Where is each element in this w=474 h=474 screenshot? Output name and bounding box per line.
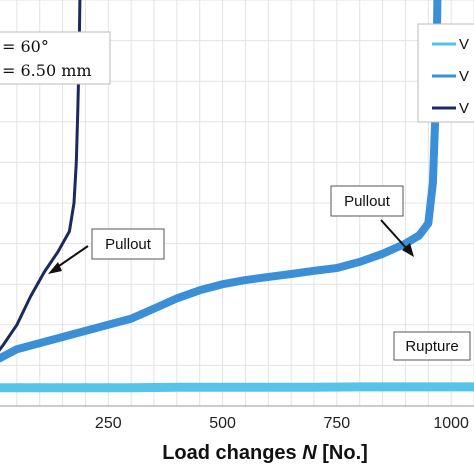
- annotation-text: Pullout: [105, 236, 152, 253]
- series-line: [0, 0, 82, 352]
- annotation-arrow: [55, 245, 89, 269]
- x-axis-label-suffix: [No.]: [317, 442, 368, 464]
- annotation-pullout-right: Pullout: [330, 185, 414, 257]
- annotation-arrowhead: [402, 243, 414, 257]
- parameter-box: [0, 31, 111, 85]
- series-layer: [0, 0, 474, 393]
- x-axis-label-prefix: Load changes: [162, 442, 302, 464]
- annotation-text: Rupture: [405, 338, 458, 355]
- legend-label: V: [459, 68, 469, 85]
- annotation-arrowhead: [48, 262, 62, 274]
- x-tick-label: 250: [95, 415, 122, 432]
- annotation-box: [393, 331, 471, 361]
- annotation-box: [330, 185, 404, 217]
- x-axis-label-variable: N: [302, 442, 317, 464]
- annotation-box: [91, 228, 165, 260]
- x-tick-labels: 250 500 750 1000: [95, 415, 469, 432]
- annotation-rupture: Rupture: [393, 331, 471, 361]
- x-tick-label: 1000: [433, 415, 469, 432]
- legend-box: [417, 23, 474, 123]
- series-line: [0, 0, 442, 363]
- legend-label: V: [459, 100, 469, 117]
- series-line: [0, 382, 474, 393]
- annotation-pullout-left: Pullout: [48, 228, 165, 274]
- legend-label: V: [459, 36, 469, 53]
- x-tick-label: 750: [324, 415, 351, 432]
- annotation-arrow: [380, 219, 409, 251]
- parameter-length: = 6.50 mm: [2, 61, 92, 80]
- parameter-angle: = 60°: [2, 37, 49, 56]
- x-tick-label: 500: [209, 415, 236, 432]
- annotation-text: Pullout: [344, 193, 391, 210]
- x-axis-label: Load changes N [No.]: [162, 442, 368, 464]
- legend: VVV: [432, 36, 469, 117]
